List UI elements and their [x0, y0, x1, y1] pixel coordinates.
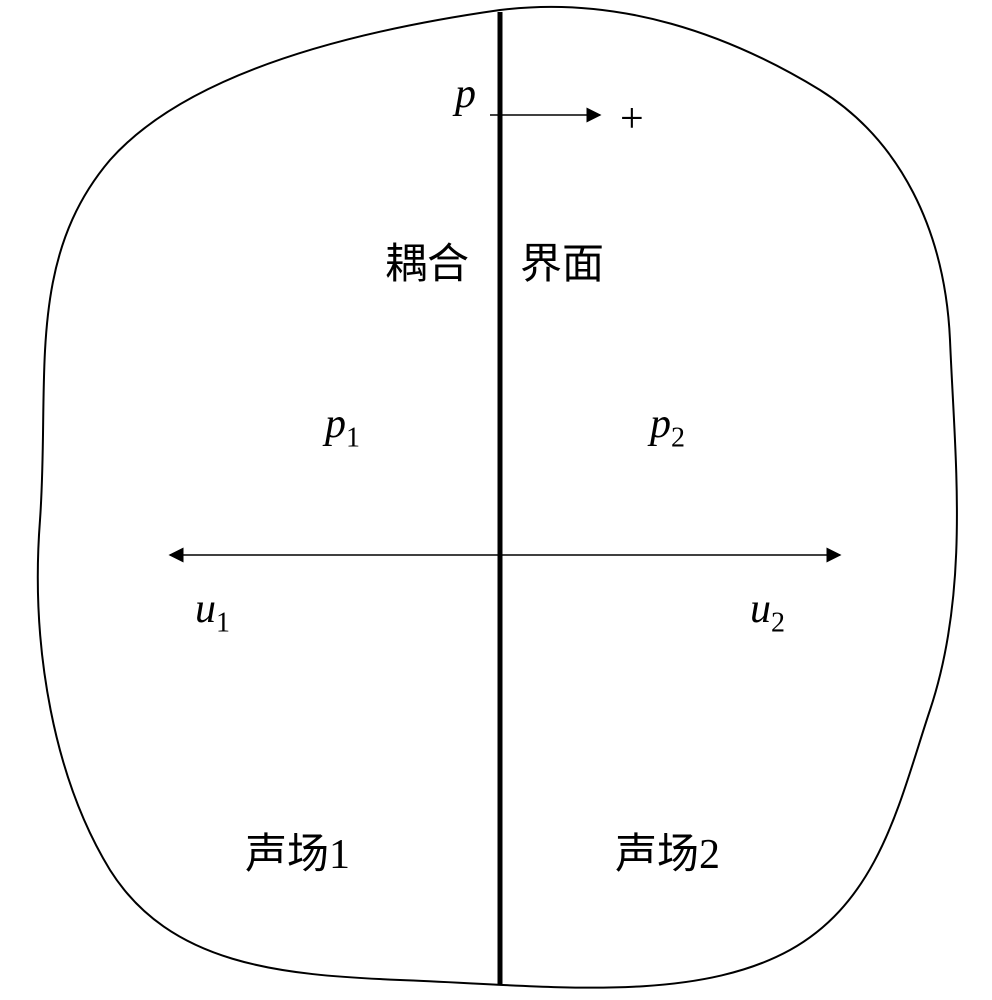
label-field-2: 声场2 [615, 820, 720, 881]
label-field-1: 声场1 [245, 820, 350, 881]
label-u2-sub: 2 [771, 607, 785, 638]
label-p1: p1 [325, 400, 360, 454]
domain-boundary [38, 7, 957, 988]
label-plus: + [620, 95, 644, 143]
label-u1-sub: 1 [216, 607, 230, 638]
label-u1: u1 [195, 585, 230, 639]
label-interface-right: 界面 [520, 230, 604, 291]
diagram-svg [0, 0, 992, 1000]
label-u1-base: u [195, 586, 216, 632]
label-p2: p2 [650, 400, 685, 454]
label-u2: u2 [750, 585, 785, 639]
label-interface-left: 耦合 [385, 230, 469, 291]
label-p2-base: p [650, 401, 671, 447]
label-p2-sub: 2 [671, 422, 685, 453]
label-p: p [455, 70, 476, 118]
label-u2-base: u [750, 586, 771, 632]
label-p1-base: p [325, 401, 346, 447]
diagram-stage: p + 耦合 界面 p1 p2 u1 u2 声场1 声场2 [0, 0, 992, 1000]
label-p1-sub: 1 [346, 422, 360, 453]
